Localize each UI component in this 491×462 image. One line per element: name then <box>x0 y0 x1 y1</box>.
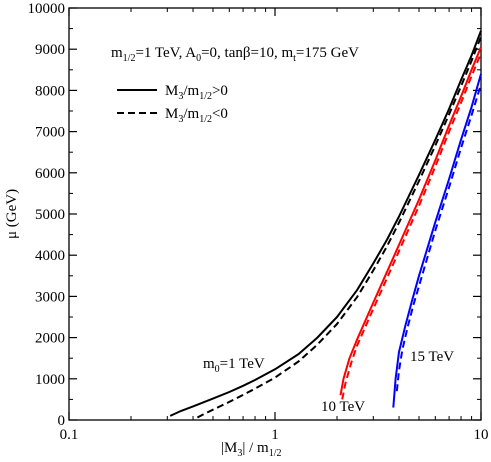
x-tick-label: 10 <box>474 427 489 443</box>
param-m-half-sub: 1/2 <box>123 53 136 64</box>
series-line-m0-1-tev-positive <box>169 30 482 417</box>
param-m-half: m <box>111 45 123 61</box>
series-line-m0-10-tev-positive <box>339 46 482 396</box>
param-a0: =1 TeV, A <box>135 45 196 61</box>
x-tick-label: 0.1 <box>60 427 79 443</box>
axis-ticks: 0100020003000400050006000700080009000100… <box>28 1 489 443</box>
param-tanb: =0, tanβ=10, m <box>201 45 293 61</box>
y-tick-label: 4000 <box>35 248 65 264</box>
annotation-m0-1tev: m0=1 TeV <box>203 356 265 375</box>
y-tick-label: 5000 <box>35 207 65 223</box>
series-line-m0-15-tev-positive <box>392 73 482 408</box>
y-tick-label: 3000 <box>35 289 65 305</box>
param-a0-sub: 0 <box>196 53 201 64</box>
y-tick-label: 6000 <box>35 166 65 182</box>
legend-label-negative: M3/m1/2<0 <box>165 106 228 125</box>
curves <box>169 30 482 419</box>
parameters-text: m1/2=1 TeV, A0=0, tanβ=10, mt=175 GeV <box>111 45 359 64</box>
y-tick-label: 0 <box>58 413 66 429</box>
y-tick-label: 9000 <box>35 42 65 58</box>
legend-label-positive: M3/m1/2>0 <box>165 83 228 102</box>
series-line-m0-15-tev-negative <box>395 83 482 392</box>
x-axis-title: |M3| / m1/2 <box>221 440 281 459</box>
param-mt: =175 GeV <box>296 45 359 61</box>
series-line-m0-1-tev-negative <box>196 36 482 419</box>
y-tick-label: 1000 <box>35 372 65 388</box>
param-mt-sub: t <box>293 53 296 64</box>
y-axis-title: μ (GeV) <box>4 189 20 239</box>
series-line-m0-10-tev-negative <box>341 52 482 400</box>
annotation-15tev: 15 TeV <box>410 349 454 365</box>
annotation-10tev: 10 TeV <box>321 399 365 415</box>
x-tick-label: 1 <box>271 427 279 443</box>
y-tick-label: 8000 <box>35 83 65 99</box>
legend: M3/m1/2>0 M3/m1/2<0 <box>117 83 228 125</box>
y-tick-label: 7000 <box>35 125 65 141</box>
y-tick-label: 10000 <box>28 1 66 17</box>
y-tick-label: 2000 <box>35 331 65 347</box>
